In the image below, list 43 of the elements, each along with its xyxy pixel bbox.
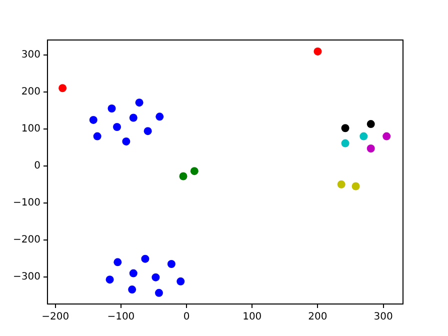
point — [144, 127, 152, 136]
x-tick-label: −200 — [42, 312, 70, 323]
point — [366, 144, 375, 152]
y-tick-label: 200 — [21, 86, 40, 98]
point — [108, 104, 116, 112]
point — [352, 182, 360, 190]
point — [129, 114, 138, 122]
point — [152, 273, 160, 282]
point — [58, 84, 67, 92]
point — [337, 180, 346, 188]
point — [89, 116, 98, 124]
y-tick-label: −100 — [12, 198, 40, 209]
x-tick-label: 100 — [242, 312, 262, 323]
x-tick-label: −100 — [107, 312, 135, 323]
y-tick-label: 100 — [21, 123, 40, 134]
point — [179, 172, 188, 180]
point — [129, 269, 138, 278]
point — [167, 260, 176, 268]
point — [135, 98, 144, 107]
point — [366, 120, 375, 128]
point — [141, 254, 150, 263]
point — [190, 167, 198, 176]
point — [113, 123, 121, 132]
x-tick-label: 0 — [183, 312, 190, 323]
y-tick-label: 300 — [21, 49, 40, 60]
x-tick-label: 200 — [308, 312, 328, 323]
point — [128, 286, 136, 294]
y-tick-label: −200 — [12, 234, 40, 246]
point — [154, 288, 163, 297]
point — [382, 132, 391, 140]
x-tick-label: 300 — [374, 312, 393, 323]
point — [341, 124, 350, 132]
point — [341, 139, 350, 148]
point — [156, 112, 164, 121]
point — [93, 132, 102, 140]
y-tick-label: 0 — [34, 160, 40, 172]
y-tick-label: −300 — [12, 272, 40, 283]
point — [314, 47, 322, 56]
point — [122, 137, 130, 146]
point — [176, 277, 185, 286]
point — [114, 258, 122, 266]
point — [360, 132, 368, 140]
point — [106, 276, 114, 284]
